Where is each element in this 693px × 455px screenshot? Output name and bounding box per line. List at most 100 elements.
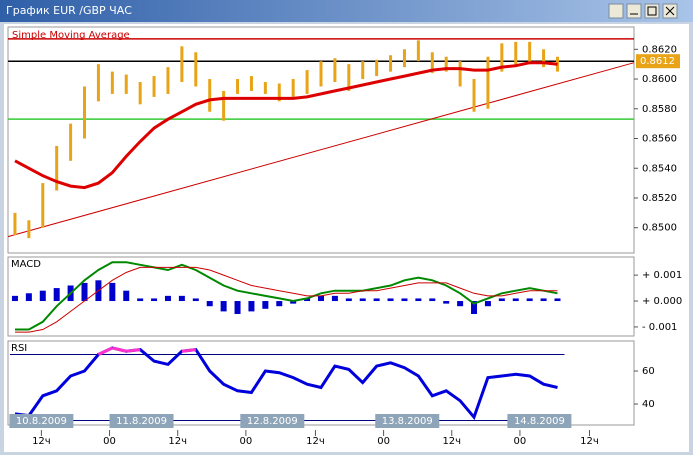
candle [152,76,156,97]
date-label: 11.8.2009 [116,416,167,427]
annotation: Simple Moving Average [12,30,130,41]
last-price-box [636,54,680,69]
overbought-segment [111,346,127,353]
histogram-bar [164,295,171,302]
histogram-bar [276,301,283,307]
histogram-bar [429,298,436,302]
x-tick-label: 12ч [442,436,461,447]
x-tick-label: 00 [240,436,253,447]
histogram-bar [304,298,311,302]
candle [305,70,309,94]
last-price-label: 0.8612 [640,56,675,67]
y-tick-label: 0.8540 [642,163,677,174]
candle [96,64,100,102]
panel-label: RSI [11,343,27,354]
candle [319,61,323,87]
candle [333,58,337,83]
window-buttons[interactable] [608,3,678,19]
candle [236,79,240,94]
histogram-bar [387,298,394,302]
histogram-bar [123,290,130,302]
candle [41,183,45,228]
histogram-bar [39,290,46,302]
candle [277,83,281,102]
panel-frame [7,26,635,254]
candle [222,90,226,121]
x-tick-label: 00 [514,436,527,447]
candle [486,56,490,109]
date-label: 13.8.2009 [382,416,433,427]
candle [166,67,170,94]
date-box [507,414,572,428]
histogram-bar [401,298,408,302]
date-box [9,414,74,428]
histogram-bar [11,295,18,302]
trend-line [7,62,635,238]
y-tick-label: + 0.000 [642,296,682,307]
signal-line [15,266,558,333]
candle [375,59,379,77]
panel-frame [7,340,635,426]
histogram-bar [53,288,60,302]
date-label: 12.8.2009 [247,416,298,427]
macd-line [15,261,558,331]
y-tick-label: 0.8600 [642,74,677,85]
date-box [240,414,305,428]
candle [194,52,198,87]
histogram-bar [471,301,478,314]
histogram-bar [554,298,561,302]
histogram-bar [457,301,464,307]
x-tick-label: 12ч [580,436,599,447]
histogram-bar [192,298,199,302]
candle [13,212,17,236]
date-box [109,414,174,428]
histogram-bar [512,298,519,302]
sma-line [14,61,558,190]
histogram-bar [234,301,241,314]
candle [430,52,434,74]
histogram-bar [359,298,366,302]
histogram-bar [484,301,491,307]
candle [27,220,31,239]
histogram-bar [290,301,297,304]
date-label: 14.8.2009 [514,416,565,427]
candle [180,46,184,83]
histogram-bar [345,298,352,302]
candle [361,61,365,80]
candle [458,61,462,87]
histogram-bar [109,282,116,302]
candle [110,71,114,94]
y-tick-label: 40 [642,399,655,410]
y-tick-label: 60 [642,366,655,377]
histogram-bar [178,295,185,302]
help-button[interactable] [608,3,624,19]
date-box [375,414,440,428]
maximize-button[interactable] [644,3,660,19]
x-tick-label: 12ч [168,436,187,447]
candle [208,79,212,112]
window-title: График EUR /GBP ЧАС [6,4,132,17]
panel-label: MACD [11,259,41,270]
histogram-bar [540,298,547,302]
y-tick-label: - 0.001 [642,322,677,333]
candle [542,49,546,68]
overbought-segment [97,346,113,356]
y-tick-label: 0.8580 [642,104,677,115]
y-tick-label: 0.8620 [642,44,677,55]
candle [472,79,476,112]
x-tick-label: 00 [377,436,390,447]
candle [528,41,532,65]
candle [69,123,73,161]
histogram-bar [526,298,533,302]
candle [500,43,504,72]
histogram-bar [248,301,255,312]
y-tick-label: 0.8560 [642,134,677,145]
histogram-bar [25,293,32,302]
button-glyphs [630,6,675,16]
minimize-button[interactable] [626,3,642,19]
y-tick-label: 0.8520 [642,193,677,204]
candle [138,82,142,105]
date-label: 10.8.2009 [16,416,67,427]
